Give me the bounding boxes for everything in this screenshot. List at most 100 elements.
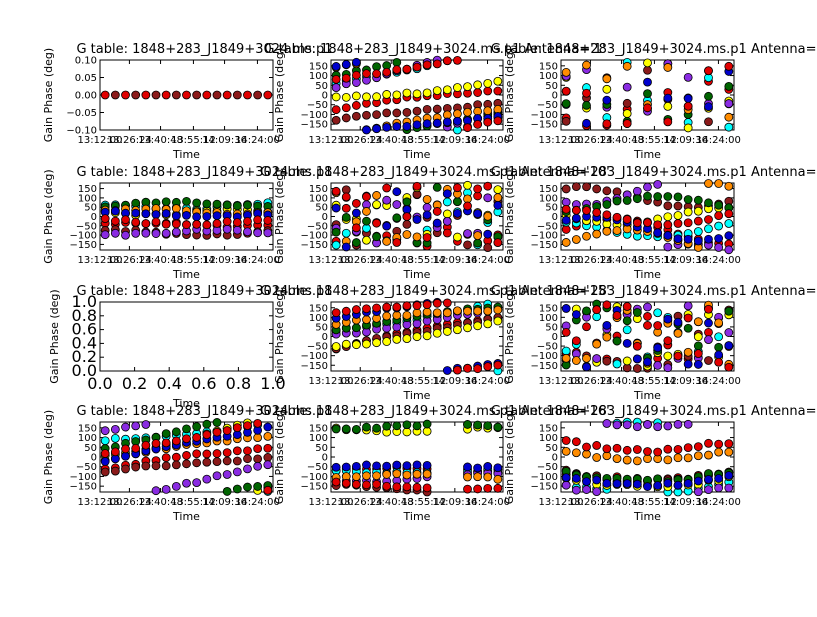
data-point <box>673 201 683 211</box>
data-point <box>161 453 171 463</box>
subplot-title: G table: 1848+283_J1849+3024.ms.p1 Anten… <box>260 404 609 419</box>
data-point <box>473 184 483 194</box>
y-tick-label: 0 <box>322 91 328 102</box>
subplot-1-0: G table: 1848+283_J1849+3024.ms.p1150100… <box>42 165 333 281</box>
data-point <box>171 460 181 470</box>
data-point <box>582 100 591 110</box>
data-point <box>693 206 703 216</box>
data-point <box>592 453 602 462</box>
y-tick-label: −0.10 <box>66 126 97 137</box>
data-point <box>693 360 703 369</box>
data-point <box>382 183 392 193</box>
data-point <box>243 216 252 226</box>
data-series <box>100 196 273 240</box>
y-tick-label: −50 <box>76 221 97 232</box>
data-point <box>432 118 442 128</box>
data-point <box>592 441 602 450</box>
data-point <box>693 442 703 452</box>
data-point <box>571 310 581 319</box>
data-point <box>663 101 673 111</box>
data-point <box>192 219 202 229</box>
data-point <box>683 313 693 323</box>
data-point <box>222 200 232 210</box>
data-point <box>331 240 341 250</box>
data-point <box>714 211 724 221</box>
data-point <box>561 99 571 108</box>
data-point <box>341 213 351 222</box>
data-point <box>351 223 361 233</box>
y-tick-label: 50 <box>545 81 558 92</box>
data-point <box>561 116 571 126</box>
y-tick-label: −50 <box>307 342 328 353</box>
data-point <box>561 86 571 96</box>
y-tick-label: 0.0 <box>72 361 97 380</box>
data-point <box>253 418 263 428</box>
subplot-2-1: G table: 1848+283_J1849+3024.ms.p1 Anten… <box>260 284 609 402</box>
data-point <box>422 203 432 212</box>
y-tick-label: 150 <box>309 184 328 195</box>
data-point <box>714 474 724 483</box>
subplot-title: G table: 1848+283_J1849+3024.ms.p1 <box>76 165 332 180</box>
data-point <box>402 420 412 430</box>
data-point <box>222 448 232 458</box>
data-point <box>632 194 642 204</box>
data-point <box>463 472 472 482</box>
data-point <box>463 484 472 494</box>
data-point <box>151 90 161 100</box>
data-point <box>561 473 571 483</box>
data-point <box>602 226 612 236</box>
data-point <box>212 471 222 481</box>
data-point <box>622 455 632 465</box>
data-point <box>724 209 734 219</box>
data-point <box>351 424 361 434</box>
data-point <box>372 461 381 471</box>
data-point <box>663 192 673 201</box>
data-point <box>693 476 703 486</box>
y-tick-label: 150 <box>309 61 328 72</box>
data-point <box>100 467 110 477</box>
data-point <box>412 62 422 72</box>
data-point <box>362 304 371 314</box>
data-point <box>663 351 673 361</box>
data-point <box>171 452 181 462</box>
data-point <box>331 83 341 92</box>
data-point <box>182 220 191 230</box>
data-point <box>643 77 652 87</box>
x-tick-label: 0.4 <box>156 374 181 393</box>
data-point <box>351 101 361 110</box>
data-point <box>571 448 581 458</box>
data-point <box>382 236 392 246</box>
data-point <box>473 120 483 129</box>
data-point <box>483 229 493 239</box>
data-point <box>463 82 472 92</box>
data-point <box>463 420 472 429</box>
data-point <box>232 467 242 477</box>
data-point <box>331 62 341 71</box>
data-point <box>202 430 212 440</box>
data-point <box>714 200 724 210</box>
data-point <box>121 464 130 474</box>
data-point <box>704 91 713 101</box>
data-point <box>453 306 462 316</box>
data-point <box>453 208 462 218</box>
subplot-title: G table: 1848+283_J1849+3024.ms.p1 Anten… <box>491 284 817 299</box>
y-tick-label: 50 <box>315 203 328 214</box>
data-point <box>683 479 693 488</box>
data-point <box>151 217 161 227</box>
x-axis-label: Time <box>172 397 200 410</box>
data-point <box>704 102 713 112</box>
data-point <box>612 212 622 222</box>
data-point <box>714 483 724 493</box>
data-point <box>422 233 432 242</box>
data-point <box>412 469 422 479</box>
y-tick-label: 0 <box>552 332 558 343</box>
data-point <box>602 320 612 330</box>
x-tick-label: 13:26:24 <box>568 497 613 508</box>
y-tick-label: 50 <box>545 322 558 333</box>
data-point <box>341 462 351 472</box>
data-point <box>483 319 493 329</box>
data-point <box>693 487 703 497</box>
data-point <box>192 433 202 442</box>
data-point <box>483 86 493 96</box>
x-tick-label: 13:12:00 <box>309 255 354 266</box>
